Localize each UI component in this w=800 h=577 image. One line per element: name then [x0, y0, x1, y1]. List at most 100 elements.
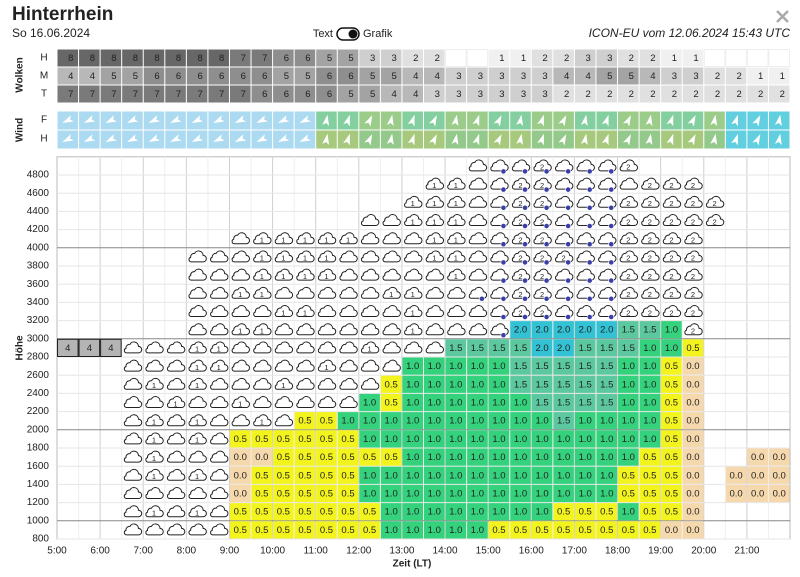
cloud-icon [317, 377, 337, 390]
value-cell [574, 466, 596, 484]
cloud-icon [231, 414, 250, 427]
rain-drop [522, 259, 528, 266]
wind-arrow [601, 114, 609, 127]
value-cell [380, 412, 402, 430]
value-cell [273, 430, 294, 448]
toggle-graphic-option[interactable]: Grafik [363, 28, 393, 40]
cloud-icon [166, 341, 186, 354]
cloud-shape [425, 341, 444, 354]
value-cell [553, 521, 574, 539]
rain-icon: 2 [533, 286, 552, 302]
value-cell [467, 521, 488, 539]
cloud-shape [490, 305, 509, 317]
cloud-cell [186, 49, 208, 67]
cloud-label: 1 [195, 345, 199, 354]
cloud-shape [166, 432, 186, 445]
y-tick-label: 2600 [27, 370, 50, 381]
wind-arrow [622, 115, 631, 127]
row-label: M [40, 71, 48, 82]
cloud-label: 2 [669, 254, 673, 263]
cloud-cell [294, 67, 316, 85]
value-cell [467, 430, 488, 448]
cell-value: 1.0 [643, 416, 656, 427]
cell-value: 1.0 [492, 379, 505, 390]
wind-arrow [277, 115, 290, 124]
cloud-label: 1 [238, 326, 242, 335]
arrow-shape [343, 133, 350, 146]
wind-arrow [343, 133, 350, 146]
rain-icon [598, 286, 617, 302]
cloud-value: 8 [154, 53, 159, 64]
cloud-icon [360, 250, 380, 263]
cell-value: 0.5 [234, 507, 247, 518]
value-cell [574, 412, 596, 430]
toggle-switch[interactable] [336, 27, 360, 41]
value-cell [510, 430, 531, 448]
cloud-cell [143, 49, 165, 67]
rain-icon [576, 268, 595, 284]
cell-value: 1.0 [449, 434, 462, 445]
cloud-label: 1 [152, 436, 156, 445]
arrow-shape [213, 115, 225, 124]
cloud-cell [337, 67, 359, 85]
toggle-knob[interactable] [348, 29, 358, 39]
cloud-shape [166, 359, 186, 372]
cloud-shape [339, 268, 358, 281]
cloud-value: 2 [715, 89, 720, 100]
close-button[interactable] [776, 10, 789, 23]
cell-value: 1.0 [579, 434, 592, 445]
cloud-shape [619, 159, 638, 172]
cloud-value: 2 [564, 89, 569, 100]
cloud-icon [166, 523, 186, 536]
cell-value: 1.0 [406, 507, 419, 518]
cloud-value: 8 [111, 53, 116, 64]
rain-drop [608, 314, 615, 320]
value-cell [639, 357, 661, 375]
cell-value: 0.5 [643, 489, 656, 500]
cloud-icon: 2 [662, 177, 682, 190]
cloud-shape [555, 250, 574, 263]
cell-value: 0.5 [255, 489, 268, 500]
arrow-shape [386, 114, 394, 127]
wind-arrow [774, 114, 782, 127]
cloud-cell [165, 67, 186, 85]
cloud-label: 2 [540, 290, 544, 299]
cloud-shape [210, 396, 229, 408]
rain-drop [608, 223, 615, 229]
cell-value: 1.0 [535, 489, 548, 500]
rain-drop [586, 314, 593, 320]
cloud-value: 4 [90, 71, 95, 82]
altitude-label: Höhe [15, 335, 26, 360]
cell-value: 1.0 [557, 489, 570, 500]
cloud-cell [57, 67, 79, 85]
cell-value: 0.0 [686, 379, 699, 390]
rain-icon: 2 [511, 250, 531, 266]
close-stroke[interactable] [776, 10, 789, 23]
value-cell [273, 448, 294, 466]
cloud-shape [253, 341, 272, 354]
cloud-value: 8 [133, 53, 138, 64]
cloud-value: 6 [219, 71, 224, 82]
cloud-icon [166, 468, 186, 481]
cell-value: 1.0 [535, 507, 548, 518]
value-cell [553, 430, 574, 448]
cloud-icon [274, 359, 294, 372]
toggle-text-option[interactable]: Text [313, 28, 333, 40]
cloud-value: 8 [176, 53, 181, 64]
value-cell [488, 503, 510, 521]
cloud-shape [598, 159, 617, 172]
wind-arrow [386, 114, 394, 127]
cloud-cell [661, 49, 682, 67]
value-cell [488, 466, 510, 484]
value-cell [596, 357, 618, 375]
rain-icon [555, 214, 574, 229]
cloud-label: 2 [518, 254, 522, 263]
cell-value: 0.5 [298, 525, 311, 536]
value-cell [424, 503, 445, 521]
cloud-value: 2 [629, 89, 634, 100]
cloud-shape [468, 286, 488, 299]
cloud-shape [447, 305, 466, 317]
cloud-label: 2 [540, 235, 544, 244]
cloud-label: 1 [346, 235, 350, 244]
cloud-cell [467, 85, 488, 103]
